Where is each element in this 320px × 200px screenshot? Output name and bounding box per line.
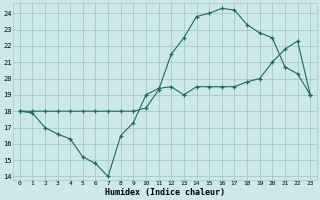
X-axis label: Humidex (Indice chaleur): Humidex (Indice chaleur) (105, 188, 225, 197)
